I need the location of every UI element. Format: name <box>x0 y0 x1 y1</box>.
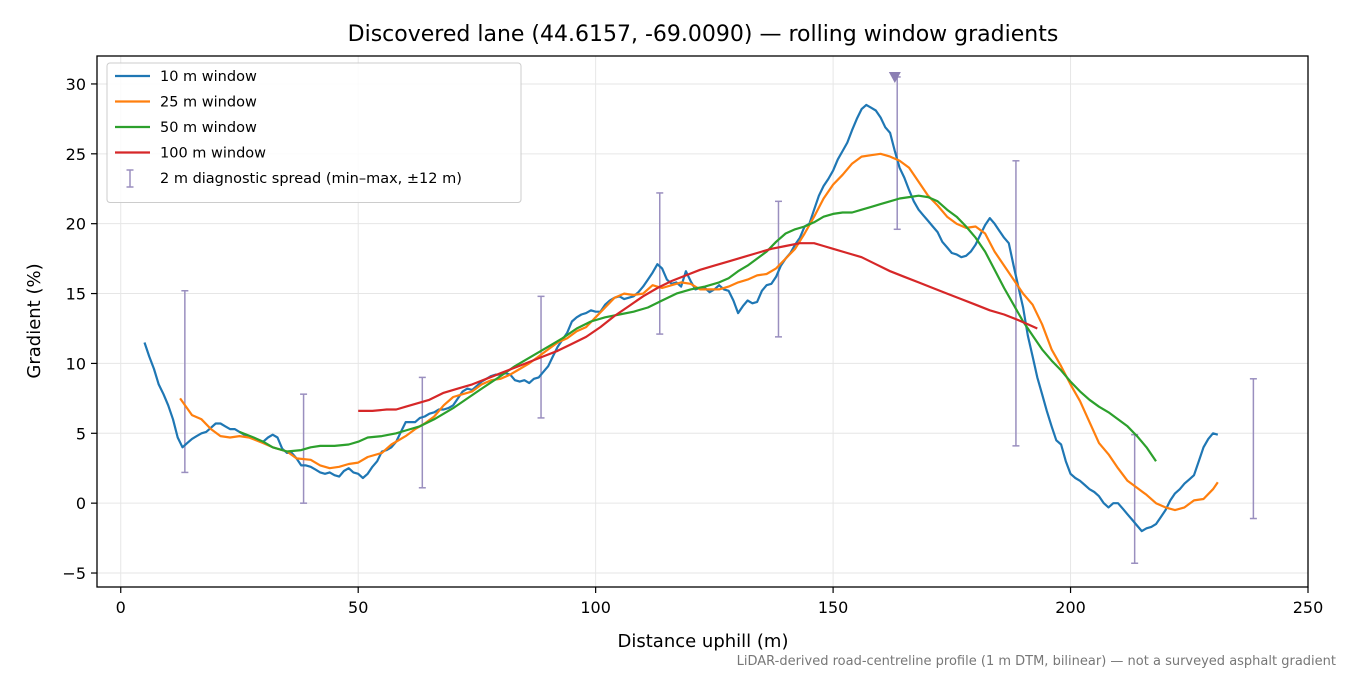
axes-frame <box>96 55 1309 588</box>
series-line-1 <box>143 103 1219 533</box>
clipped-marker <box>888 71 901 83</box>
legend-label: 50 m window <box>160 120 257 136</box>
legend-item: 50 m window <box>115 120 257 136</box>
series-line-4 <box>358 242 1038 412</box>
x-tick-label: 150 <box>818 598 849 617</box>
y-tick-label: 10 <box>66 354 86 373</box>
errorbar <box>1131 433 1139 564</box>
x-axis: 0 50 100 150 200 250 <box>116 587 1324 617</box>
legend: 10 m window 25 m window 50 m window 100 m w… <box>106 62 522 203</box>
footnote: LiDAR-derived road-centreline profile (1… <box>737 654 1336 669</box>
plot-area <box>143 71 1257 564</box>
series-line-3 <box>239 194 1157 462</box>
legend-item: 25 m window <box>115 95 257 111</box>
x-tick-label: 50 <box>348 598 368 617</box>
x-axis-label: Distance uphill (m) <box>618 631 789 652</box>
x-tick-label: 100 <box>580 598 611 617</box>
legend-item: 10 m window <box>115 69 257 85</box>
errorbar <box>1249 378 1257 520</box>
chart-title: Discovered lane (44.6157, -69.0090) — ro… <box>348 22 1059 47</box>
legend-label: 10 m window <box>160 69 257 85</box>
legend-label: 2 m diagnostic spread (min–max, ±12 m) <box>160 171 462 187</box>
x-tick-label: 250 <box>1293 598 1324 617</box>
series-line-2 <box>179 152 1219 512</box>
x-tick-label: 0 <box>116 598 126 617</box>
legend-item: 100 m window <box>115 146 266 162</box>
errorbar <box>1012 160 1020 447</box>
errorbar <box>656 192 664 335</box>
y-tick-label: 0 <box>76 494 86 513</box>
y-tick-label: 20 <box>66 215 86 234</box>
y-tick-label: 30 <box>66 75 86 94</box>
legend-item: 2 m diagnostic spread (min–max, ±12 m) <box>126 169 462 188</box>
y-tick-label: 5 <box>76 424 86 443</box>
y-tick-label: 25 <box>66 145 86 164</box>
errorbar <box>181 290 189 474</box>
errorbar <box>418 376 426 489</box>
y-axis: −5 0 5 10 15 20 25 30 <box>62 75 97 583</box>
y-tick-label: −5 <box>62 564 86 583</box>
y-tick-label: 15 <box>66 285 86 304</box>
y-axis-label: Gradient (%) <box>24 263 45 378</box>
x-tick-label: 200 <box>1055 598 1086 617</box>
legend-label: 25 m window <box>160 95 257 111</box>
legend-box <box>106 62 522 203</box>
legend-label: 100 m window <box>160 146 266 162</box>
